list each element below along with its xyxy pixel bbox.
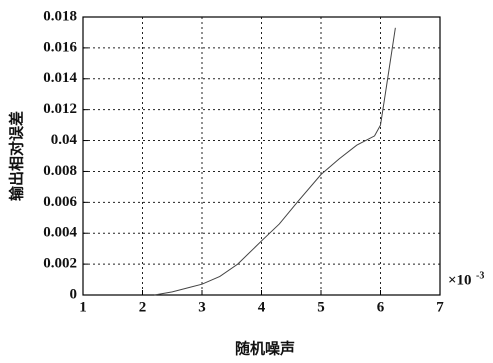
data-line xyxy=(154,27,396,296)
y-tick-label: 0.008 xyxy=(43,163,77,179)
y-tick-label: 0.012 xyxy=(43,101,77,117)
plot-frame xyxy=(82,16,441,296)
y-tick-label: 0.014 xyxy=(43,70,77,86)
x-tick-label: 4 xyxy=(258,299,266,315)
x-tick-label: 5 xyxy=(317,299,325,315)
y-tick-label: 0.002 xyxy=(43,256,77,272)
x-exponent: -3 xyxy=(476,270,484,281)
y-tick-label: 0.018 xyxy=(43,8,77,24)
y-tick-label: 0.006 xyxy=(43,194,77,210)
y-axis-label: 输出相对误差 xyxy=(7,111,25,201)
y-tick-label: 0.016 xyxy=(43,39,77,55)
x-tick-label: 7 xyxy=(436,299,444,315)
x-axis-label: 随机噪声 xyxy=(235,339,295,357)
x-tick-label: 3 xyxy=(198,299,206,315)
y-tick-label: 0.004 xyxy=(43,225,77,241)
y-tick-label: 0.04 xyxy=(51,132,78,148)
y-tick-label: 0 xyxy=(70,286,78,302)
x-tick-label: 6 xyxy=(377,299,385,315)
x-tick-label: 1 xyxy=(79,299,87,315)
x-multiplier: ×10 xyxy=(448,272,472,288)
x-tick-label: 2 xyxy=(139,299,147,315)
